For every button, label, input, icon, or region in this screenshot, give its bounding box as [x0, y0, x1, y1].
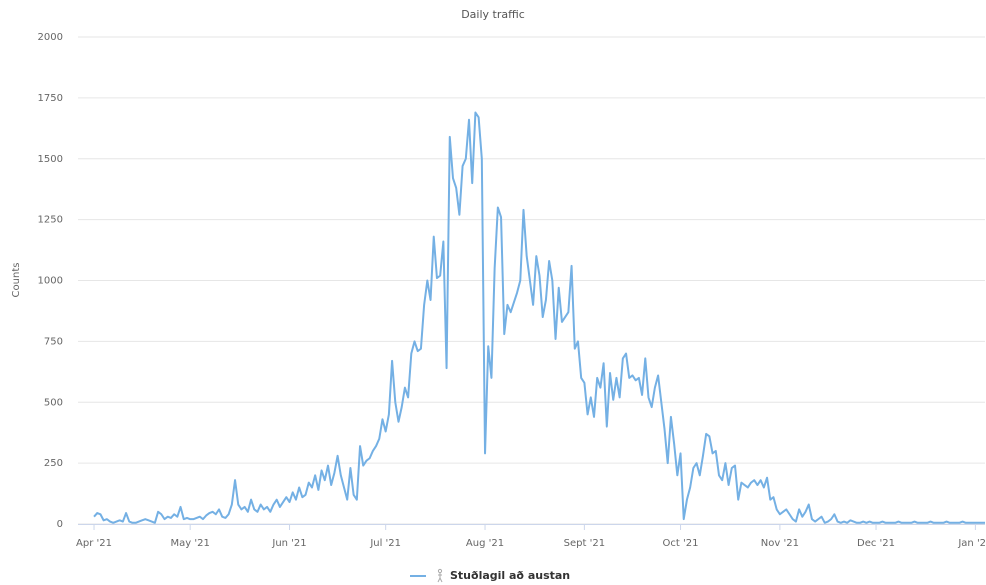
y-axis-label: Counts — [11, 263, 22, 298]
y-tick-label: 1250 — [38, 215, 63, 226]
y-tick-label: 2000 — [38, 32, 63, 43]
x-tick-label: Apr '21 — [76, 538, 112, 549]
legend-icon — [437, 568, 443, 583]
x-tick-label: Sept '21 — [564, 538, 605, 549]
x-tick-label: Nov '21 — [761, 538, 799, 549]
y-tick-label: 250 — [44, 458, 63, 469]
x-tick-label: Jan '22 — [957, 538, 986, 549]
y-tick-label: 500 — [44, 397, 63, 408]
legend-label: Stuðlagil að austan — [450, 569, 570, 582]
x-tick-label: Aug '21 — [466, 538, 504, 549]
y-tick-label: 1000 — [38, 276, 63, 287]
x-tick-label: Jun '21 — [271, 538, 306, 549]
y-tick-label: 1750 — [38, 93, 63, 104]
x-tick-label: Jul '21 — [369, 538, 401, 549]
series-line — [93, 111, 985, 524]
y-tick-label: 0 — [57, 519, 63, 530]
y-tick-label: 1500 — [38, 154, 63, 165]
x-tick-label: Dec '21 — [857, 538, 895, 549]
x-tick-label: Oct '21 — [663, 538, 699, 549]
x-tick-label: May '21 — [171, 538, 210, 549]
chart-title: Daily traffic — [461, 8, 525, 21]
y-tick-label: 750 — [44, 336, 63, 347]
